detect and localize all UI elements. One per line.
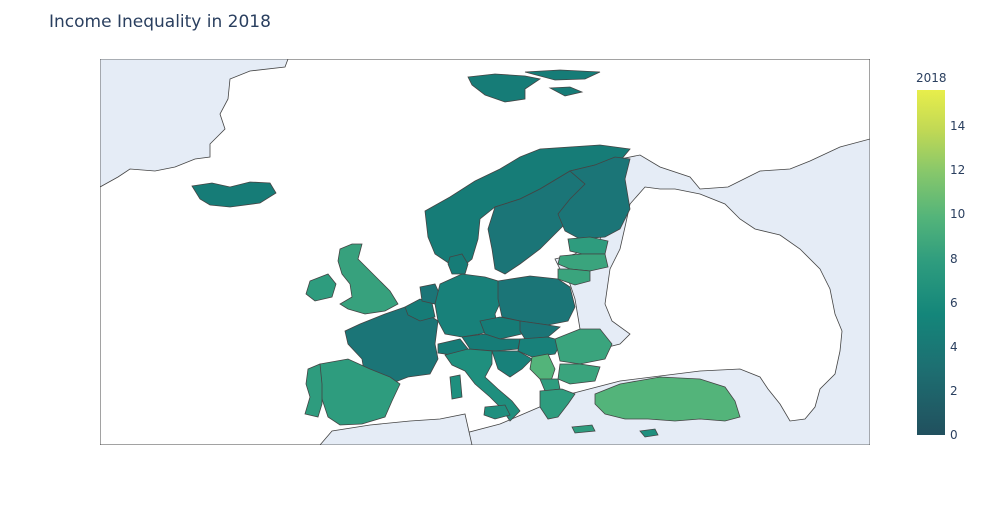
- turkey[interactable]: [594, 376, 741, 422]
- europe-map[interactable]: [99, 58, 871, 446]
- chart-title: Income Inequality in 2018: [49, 12, 271, 32]
- iceland[interactable]: [191, 181, 277, 208]
- map-area[interactable]: [99, 58, 871, 446]
- portugal[interactable]: [304, 363, 323, 418]
- sardinia[interactable]: [449, 374, 463, 400]
- latvia[interactable]: [557, 253, 609, 272]
- svalbard[interactable]: [467, 73, 542, 103]
- sicily[interactable]: [483, 404, 511, 420]
- colorbar-title: 2018: [916, 71, 947, 85]
- united-kingdom[interactable]: [337, 243, 399, 315]
- cyprus[interactable]: [639, 428, 659, 438]
- colorbar-tick: 8: [950, 252, 958, 266]
- colorbar-tick: 12: [950, 163, 966, 177]
- greenland: [99, 58, 289, 188]
- svalbard-2[interactable]: [524, 69, 601, 81]
- italy[interactable]: [444, 348, 521, 422]
- ireland[interactable]: [305, 273, 337, 302]
- estonia[interactable]: [567, 236, 609, 255]
- colorbar-tick: 6: [950, 296, 958, 310]
- slovenia-croatia[interactable]: [491, 350, 533, 378]
- colorbar-tick: 0: [950, 428, 958, 442]
- greece[interactable]: [539, 388, 576, 420]
- colorbar: [917, 90, 945, 435]
- belgium[interactable]: [404, 298, 436, 322]
- sweden[interactable]: [487, 170, 586, 275]
- north-africa: [319, 413, 473, 446]
- colorbar-tick: 10: [950, 207, 966, 221]
- colorbar-tick: 2: [950, 384, 958, 398]
- colorbar-tick: 14: [950, 119, 966, 133]
- crete[interactable]: [571, 424, 596, 434]
- poland[interactable]: [497, 275, 576, 326]
- romania[interactable]: [554, 328, 613, 365]
- bulgaria[interactable]: [557, 363, 601, 385]
- colorbar-tick: 4: [950, 340, 958, 354]
- finland[interactable]: [557, 156, 631, 240]
- svalbard-3[interactable]: [548, 86, 584, 97]
